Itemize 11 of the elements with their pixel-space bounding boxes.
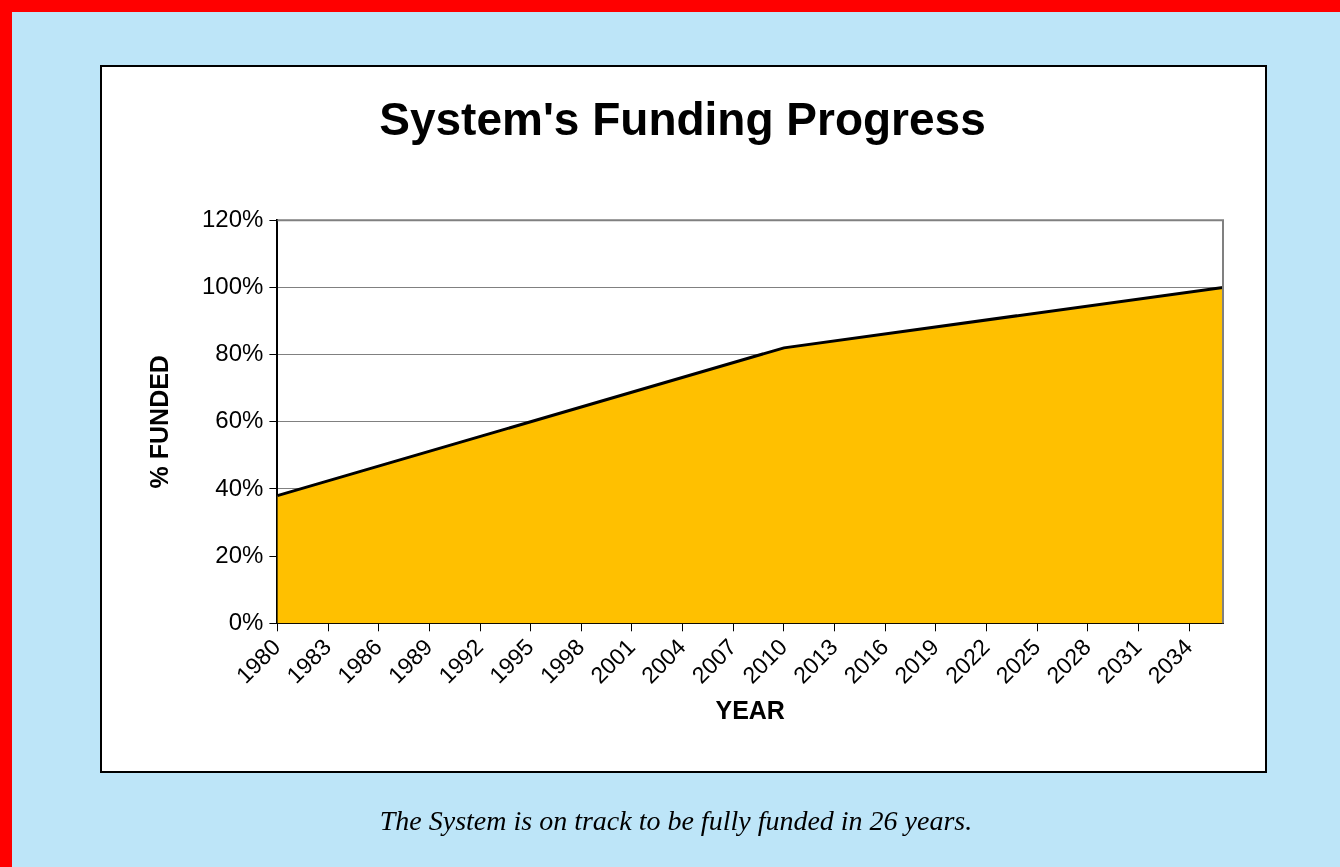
y-tick-label: 0% bbox=[228, 607, 264, 635]
y-tick-label: 100% bbox=[201, 272, 264, 300]
y-tick-label: 60% bbox=[215, 406, 264, 434]
y-axis-title: % FUNDED bbox=[144, 355, 173, 489]
y-tick-label: 40% bbox=[215, 473, 264, 501]
y-tick-label: 80% bbox=[215, 339, 264, 367]
y-tick-label: 120% bbox=[201, 204, 264, 232]
x-axis-title: YEAR bbox=[715, 695, 785, 724]
text: The System is on track to be fully funded in 26 years. bbox=[378, 805, 974, 837]
chart-title: System's Funding Progress bbox=[379, 93, 986, 146]
y-tick-label: 20% bbox=[215, 540, 264, 568]
